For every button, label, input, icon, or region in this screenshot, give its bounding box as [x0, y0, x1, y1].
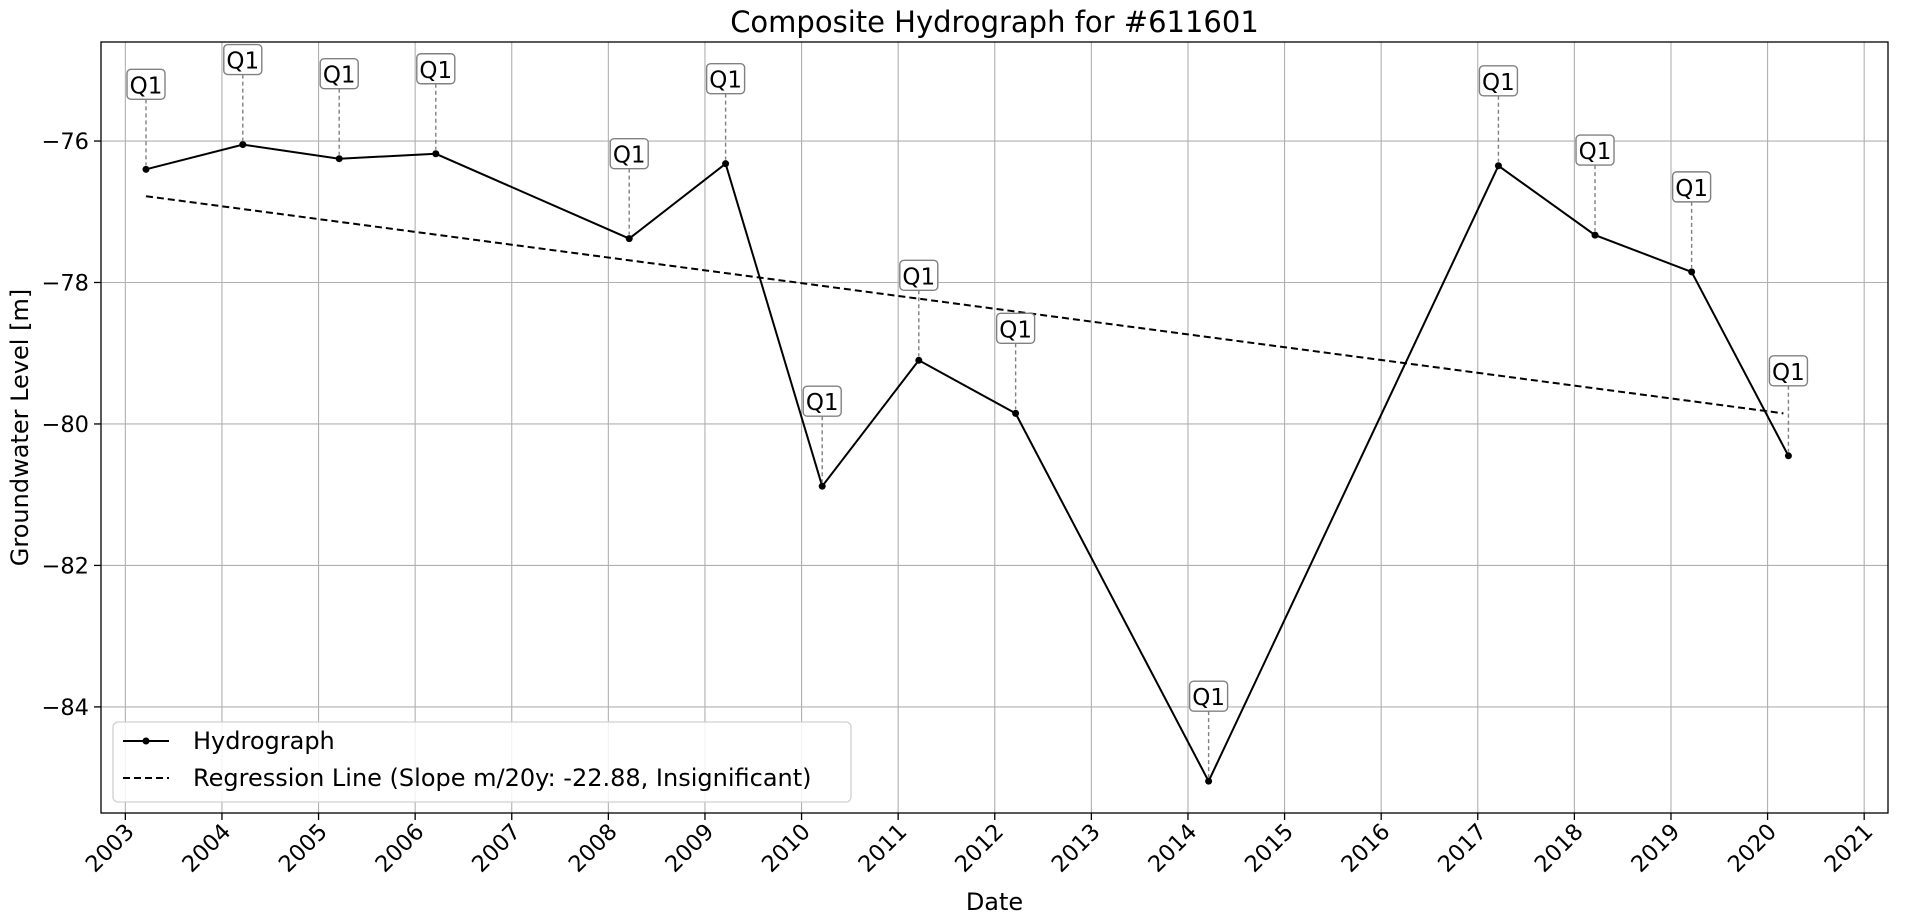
legend-regression-label: Regression Line (Slope m/20y: -22.88, In… [193, 764, 812, 792]
legend-hydrograph-marker [142, 737, 150, 745]
x-tick-label: 2021 [1820, 819, 1879, 878]
annotation-box [223, 43, 263, 76]
annotation-label: Q1 [226, 49, 259, 75]
y-tick-label: −82 [42, 553, 89, 579]
legend-hydrograph-label: Hydrograph [193, 727, 335, 755]
y-tick-label: −78 [42, 270, 89, 296]
hydrograph-point [1688, 268, 1696, 276]
annotation-box [705, 62, 746, 95]
x-tick-label: 2009 [660, 819, 719, 878]
annotation-label: Q1 [709, 68, 742, 94]
regression-line [145, 195, 1784, 415]
annotation-label: Q1 [1192, 685, 1225, 711]
annotation-label: Q1 [419, 58, 452, 84]
x-tick-label: 2004 [177, 819, 236, 878]
x-tick-label: 2020 [1723, 819, 1782, 878]
annotation-label: Q1 [999, 317, 1032, 343]
annotation-label: Q1 [613, 143, 646, 169]
hydrograph-point [335, 155, 343, 163]
annotation-box [1575, 134, 1615, 166]
hydrograph-point [1494, 162, 1502, 170]
x-tick-label: 2017 [1433, 819, 1492, 878]
y-axis-ticks: −76 −78 −80 −82 −84 [42, 129, 101, 721]
hydrograph-point [1784, 452, 1792, 460]
annotation-box [1768, 355, 1809, 387]
chart-title: Composite Hydrograph for #611601 [730, 5, 1259, 39]
y-tick-label: −80 [42, 412, 89, 438]
hydrograph-point [625, 235, 633, 243]
annotation-label: Q1 [1772, 360, 1805, 386]
annotation-label: Q1 [130, 73, 163, 99]
legend: Hydrograph Regression Line (Slope m/20y:… [112, 721, 852, 803]
x-tick-label: 2011 [854, 819, 913, 878]
x-tick-label: 2014 [1143, 819, 1202, 878]
x-tick-label: 2008 [564, 819, 623, 878]
x-tick-label: 2006 [371, 819, 430, 878]
x-axis-ticks: 2003 2004 2005 2006 2007 2008 2009 2010 2011 2012… [81, 813, 1879, 878]
hydrograph-series [142, 141, 1792, 785]
y-tick-label: −84 [42, 695, 89, 721]
hydrograph-point [818, 482, 826, 490]
annotation-box [899, 259, 939, 292]
annotation-box [1188, 680, 1229, 712]
x-tick-label: 2012 [950, 819, 1009, 878]
annotation-box [802, 385, 842, 417]
annotation-box [1671, 171, 1712, 203]
y-axis-label: Groundwater Level [m] [6, 289, 34, 566]
hydrograph-point [142, 165, 150, 173]
x-tick-label: 2007 [467, 819, 526, 878]
x-tick-label: 2003 [81, 819, 140, 878]
annotation-label: Q1 [806, 390, 839, 416]
grid-lines [101, 42, 1888, 813]
hydrograph-point [722, 160, 730, 168]
annotation-box [995, 312, 1036, 345]
hydrograph-point [1205, 777, 1213, 785]
annotation-box [319, 58, 359, 90]
hydrograph-line [145, 143, 1790, 784]
hydrograph-point [432, 150, 440, 158]
legend-box [112, 721, 852, 803]
x-tick-label: 2010 [757, 819, 816, 878]
hydrograph-point [915, 356, 923, 364]
annotation-label: Q1 [1579, 139, 1612, 165]
hydrograph-point [1591, 231, 1599, 239]
annotation-label: Q1 [902, 264, 935, 290]
x-tick-label: 2018 [1530, 819, 1589, 878]
annotation-label: Q1 [1482, 70, 1515, 96]
annotation-box [126, 68, 166, 101]
annotation-label: Q1 [323, 63, 356, 89]
annotation-box [609, 137, 649, 170]
point-annotations: Q1 Q1 Q1 Q1 Q1 Q1 Q1 Q1 Q1 Q1 Q1 Q1 Q1 Q1 [126, 43, 1809, 778]
x-tick-label: 2019 [1626, 819, 1685, 878]
y-tick-label: −76 [42, 129, 89, 155]
x-tick-label: 2005 [274, 819, 333, 878]
hydrograph-point [1012, 409, 1020, 417]
x-tick-label: 2013 [1047, 819, 1106, 878]
x-axis-label: Date [966, 888, 1023, 916]
regression-series [145, 195, 1784, 415]
hydrograph-point [239, 141, 247, 149]
x-tick-label: 2015 [1240, 819, 1299, 878]
annotation-box [1478, 65, 1519, 97]
annotation-box [416, 53, 456, 85]
annotation-label: Q1 [1675, 176, 1708, 202]
x-tick-label: 2016 [1337, 819, 1396, 878]
